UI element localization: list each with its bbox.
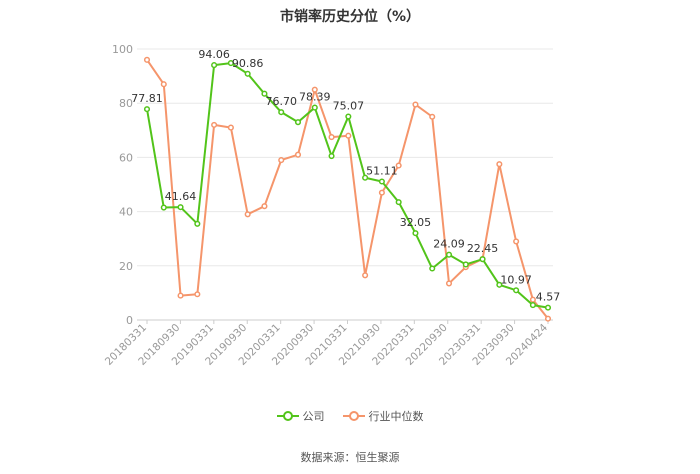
company-point [496, 281, 503, 288]
company-point [311, 104, 318, 111]
company-data-label: 22.45 [467, 242, 499, 255]
y-tick-label: 60 [119, 151, 133, 164]
company-point [412, 230, 419, 237]
company-point [143, 106, 151, 113]
industry-point [261, 203, 268, 210]
grid-lines [137, 48, 553, 321]
company-data-label: 77.81 [131, 92, 163, 105]
industry-point [143, 56, 151, 63]
company-point [211, 62, 218, 69]
company-point [244, 70, 251, 77]
company-data-label: 41.64 [165, 190, 197, 203]
company-point [294, 119, 302, 126]
y-tick-label: 20 [119, 260, 133, 273]
y-tick-label: 40 [119, 206, 133, 219]
company-data-label: 10.97 [500, 273, 532, 286]
company-point [479, 256, 486, 263]
company-point [429, 265, 436, 272]
y-tick-label: 0 [126, 314, 133, 327]
company-point [194, 220, 201, 227]
industry-point [328, 134, 335, 141]
industry-point [194, 291, 201, 298]
company-data-label: 4.57 [536, 291, 561, 304]
industry-point [227, 124, 234, 131]
company-point [378, 178, 385, 185]
x-axis: 2018033120180930201903312019093020200331… [103, 320, 550, 368]
company-data-label: 78.39 [299, 91, 331, 104]
company-data-label: 75.07 [333, 100, 365, 113]
company-point [261, 90, 268, 97]
industry-point [529, 296, 536, 303]
industry-point [513, 238, 520, 245]
company-data-label: 32.05 [400, 216, 432, 229]
industry-point [362, 272, 369, 279]
industry-point [412, 101, 419, 108]
series-lines [143, 56, 552, 322]
legend-item-company[interactable]: 公司 [276, 408, 325, 424]
company-point [362, 174, 369, 181]
industry-point [496, 161, 503, 168]
company-data-label: 51.11 [366, 164, 398, 177]
legend: 公司 行业中位数 [0, 408, 700, 424]
company-data-label: 76.70 [265, 95, 297, 108]
industry-point [378, 189, 385, 196]
legend-company-marker [276, 411, 299, 421]
company-point [227, 60, 234, 67]
company-point [328, 152, 335, 160]
industry-point [395, 162, 402, 169]
legend-company-label: 公司 [302, 410, 325, 423]
y-axis: 0 20 40 60 80 100 [112, 43, 133, 327]
industry-point [160, 81, 167, 88]
company-point [395, 199, 402, 206]
company-point [345, 113, 352, 120]
company-data-label: 24.09 [433, 238, 465, 251]
company-data-label: 90.86 [232, 57, 264, 70]
y-tick-label: 100 [112, 43, 133, 56]
company-data-label: 94.06 [198, 48, 230, 61]
industry-point [445, 280, 453, 287]
company-point [278, 109, 285, 116]
industry-point [278, 157, 285, 164]
company-point [544, 304, 552, 311]
company-point [177, 204, 184, 211]
company-point [529, 302, 536, 309]
company-point [462, 261, 469, 268]
industry-point [345, 132, 352, 139]
legend-industry-label: 行业中位数 [368, 410, 424, 423]
company-point [160, 204, 167, 211]
company-point [445, 251, 453, 258]
data-source: 数据来源：恒生聚源 [300, 451, 400, 464]
industry-point [244, 211, 251, 218]
industry-point [211, 121, 218, 128]
industry-point [294, 151, 302, 158]
industry-point [311, 86, 318, 93]
legend-item-industry[interactable]: 行业中位数 [342, 408, 424, 424]
legend-industry-marker [342, 411, 365, 421]
industry-point [177, 292, 184, 299]
chart-title: 市销率历史分位（%） [279, 9, 421, 25]
industry-point [429, 113, 436, 120]
company-point [513, 287, 520, 294]
industry-point [544, 315, 552, 322]
y-tick-label: 80 [119, 97, 133, 110]
